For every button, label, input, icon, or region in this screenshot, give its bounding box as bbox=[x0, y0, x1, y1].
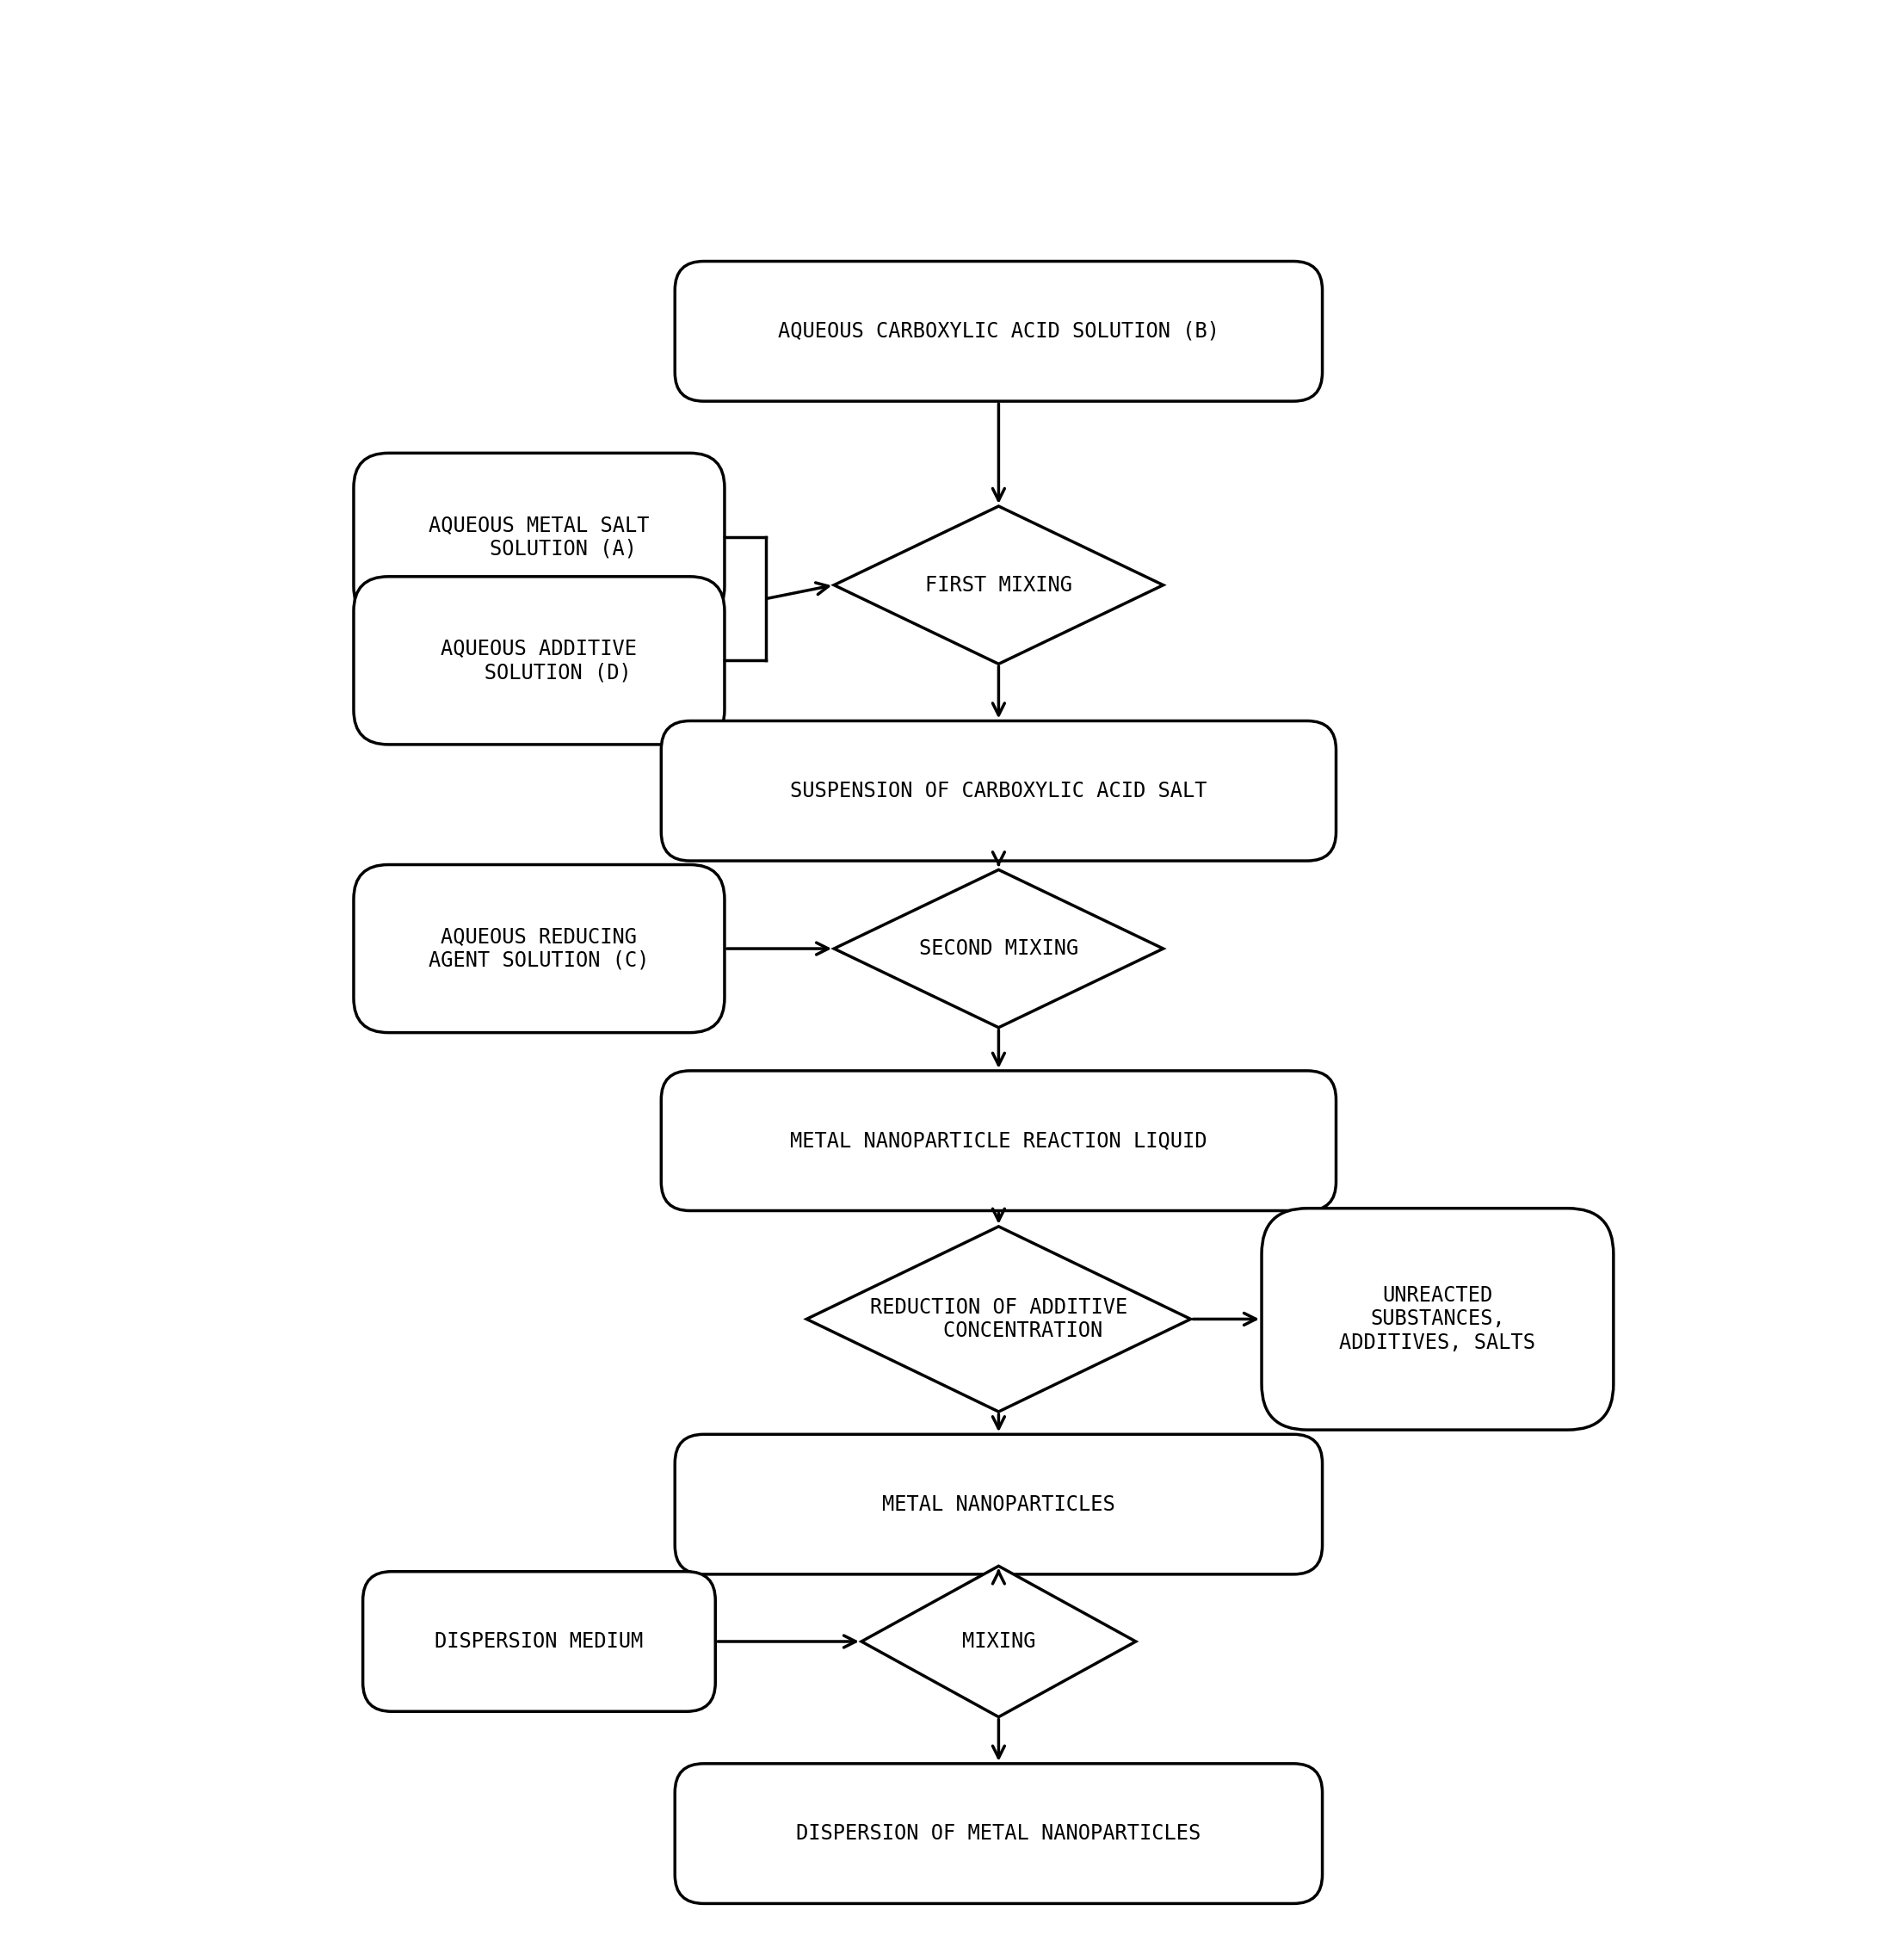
FancyBboxPatch shape bbox=[675, 1435, 1323, 1574]
FancyBboxPatch shape bbox=[661, 721, 1336, 860]
Text: FIRST MIXING: FIRST MIXING bbox=[925, 574, 1073, 596]
Text: DISPERSION MEDIUM: DISPERSION MEDIUM bbox=[434, 1631, 642, 1652]
Text: AQUEOUS REDUCING
AGENT SOLUTION (C): AQUEOUS REDUCING AGENT SOLUTION (C) bbox=[428, 927, 650, 970]
Text: AQUEOUS CARBOXYLIC ACID SOLUTION (B): AQUEOUS CARBOXYLIC ACID SOLUTION (B) bbox=[777, 321, 1218, 341]
Polygon shape bbox=[834, 506, 1164, 664]
FancyBboxPatch shape bbox=[661, 1070, 1336, 1211]
FancyBboxPatch shape bbox=[354, 453, 724, 621]
Text: MIXING: MIXING bbox=[963, 1631, 1035, 1652]
Text: AQUEOUS METAL SALT
    SOLUTION (A): AQUEOUS METAL SALT SOLUTION (A) bbox=[428, 515, 650, 559]
Text: METAL NANOPARTICLES: METAL NANOPARTICLES bbox=[881, 1494, 1114, 1515]
Text: SECOND MIXING: SECOND MIXING bbox=[919, 939, 1078, 958]
FancyBboxPatch shape bbox=[354, 864, 724, 1033]
Text: DISPERSION OF METAL NANOPARTICLES: DISPERSION OF METAL NANOPARTICLES bbox=[796, 1823, 1201, 1844]
Text: SUSPENSION OF CARBOXYLIC ACID SALT: SUSPENSION OF CARBOXYLIC ACID SALT bbox=[790, 780, 1207, 802]
Text: UNREACTED
SUBSTANCES,
ADDITIVES, SALTS: UNREACTED SUBSTANCES, ADDITIVES, SALTS bbox=[1340, 1286, 1535, 1352]
FancyBboxPatch shape bbox=[1262, 1207, 1613, 1431]
Text: AQUEOUS ADDITIVE
   SOLUTION (D): AQUEOUS ADDITIVE SOLUTION (D) bbox=[442, 639, 637, 682]
FancyBboxPatch shape bbox=[362, 1572, 716, 1711]
Polygon shape bbox=[807, 1227, 1190, 1411]
Polygon shape bbox=[834, 870, 1164, 1027]
FancyBboxPatch shape bbox=[675, 1764, 1323, 1903]
Polygon shape bbox=[862, 1566, 1135, 1717]
Text: METAL NANOPARTICLE REACTION LIQUID: METAL NANOPARTICLE REACTION LIQUID bbox=[790, 1131, 1207, 1151]
Text: REDUCTION OF ADDITIVE
    CONCENTRATION: REDUCTION OF ADDITIVE CONCENTRATION bbox=[870, 1298, 1128, 1341]
FancyBboxPatch shape bbox=[354, 576, 724, 745]
FancyBboxPatch shape bbox=[675, 261, 1323, 402]
